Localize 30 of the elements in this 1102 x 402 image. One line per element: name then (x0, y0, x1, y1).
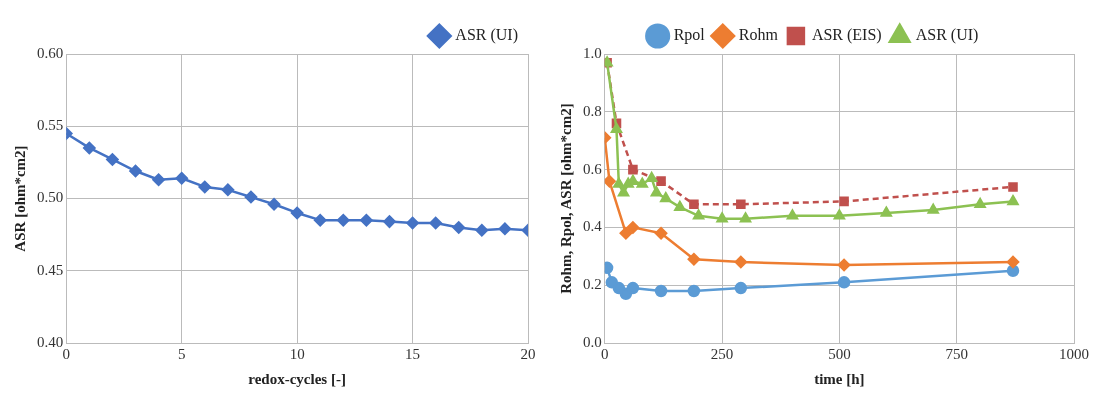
y-axis-title: ASR [ohm*cm2] (11, 145, 28, 252)
y-axis-title: Rohm, Rpol, ASR [ohm*cm2] (557, 103, 574, 294)
y-tick-label: 0.45 (37, 261, 64, 278)
x-tick-label: 0 (62, 345, 70, 362)
y-tick-label: 0.2 (583, 276, 602, 293)
x-tick-label: 15 (405, 345, 421, 362)
y-tick-label: 1.0 (583, 44, 602, 61)
y-tick-label: 0.55 (37, 117, 64, 134)
y-tick-label: 0.40 (37, 333, 64, 350)
y-tick-label: 0.6 (583, 160, 603, 177)
legend-label: Rpol (673, 26, 706, 45)
y-tick-label: 0.50 (37, 189, 64, 206)
y-tick-label: 0.60 (37, 44, 64, 61)
x-axis-title: time [h] (814, 370, 865, 387)
legend-label: ASR (EIS) (811, 26, 882, 45)
legend-label: Rohm (738, 26, 779, 44)
y-tick-label: 0.0 (583, 333, 602, 350)
x-tick-label: 750 (945, 345, 968, 362)
x-tick-label: 0 (601, 345, 609, 362)
x-axis-title: redox-cycles [-] (248, 370, 346, 387)
x-tick-label: 250 (710, 345, 734, 362)
x-tick-label: 500 (828, 345, 851, 362)
y-tick-label: 0.8 (583, 102, 602, 119)
legend-label: ASR (UI) (455, 26, 519, 45)
x-tick-label: 20 (520, 345, 536, 362)
x-tick-label: 5 (177, 345, 186, 362)
x-tick-label: 10 (289, 345, 305, 362)
x-tick-label: 1000 (1059, 345, 1089, 362)
y-tick-label: 0.4 (583, 218, 603, 235)
legend-label: ASR (UI) (915, 26, 979, 45)
